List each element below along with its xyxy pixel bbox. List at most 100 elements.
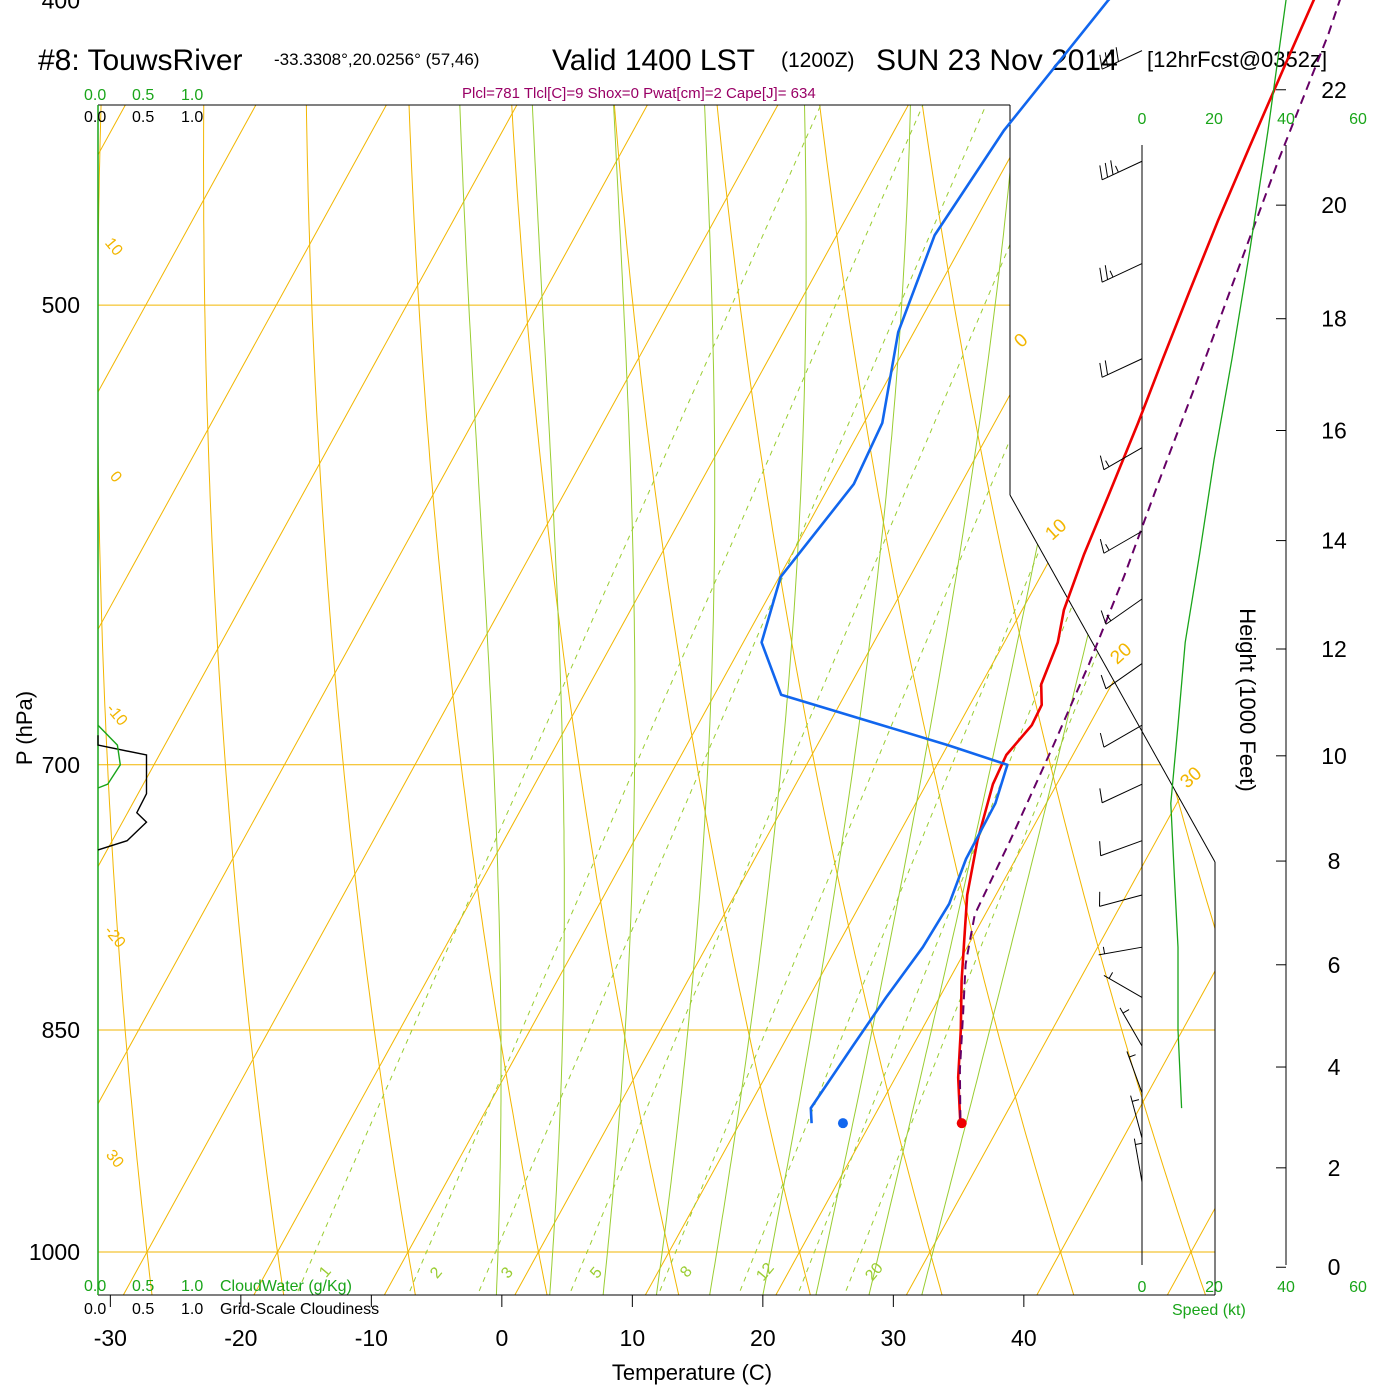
wind-speed-scale-label: 40 [1277,111,1295,128]
isotherm-line [98,105,959,1295]
height-axis-label: Height (1000 Feet) [1235,608,1260,791]
wind-barb-staff [1126,1051,1143,1093]
wind-barb-half-feather [1108,972,1114,979]
dry-adiabat-line [850,105,1215,1295]
wind-barb-feather [1099,362,1103,378]
height-tick-label: 2 [1328,1155,1341,1181]
wind-barb-feather [1099,54,1103,70]
wind-speed-profile-line [1170,0,1287,1109]
wind-barb-staff [1103,975,1143,998]
moist-adiabat-line [807,105,1037,1295]
wind-barb-feather [1099,788,1103,803]
cloudiness-scale-label: 0.5 [132,1301,154,1318]
dry-adiabat-label: -10 [103,701,131,730]
temperature-tick-label: 10 [620,1325,646,1351]
dry-adiabat-line [403,105,556,1295]
wind-speed-scale-label: 20 [1205,1279,1223,1296]
wind-speed-scale-label: 40 [1277,1279,1295,1296]
wind-barb-feather [1104,360,1109,375]
mixing-ratio-line [728,105,1215,1295]
pressure-tick-label: 500 [42,292,80,318]
dry-adiabat-line [1197,105,1215,1295]
mixing-ratio-label: 8 [677,1263,696,1281]
height-tick-label: 12 [1321,636,1347,662]
dry-adiabat-line [497,105,688,1295]
dewpoint-profile-line [760,0,1111,1124]
x-axis-label: Temperature (C) [612,1360,772,1385]
dry-adiabat-label: 10 [101,235,126,260]
wind-barb-half-feather [1132,1099,1140,1102]
isotherm-line [1016,105,1215,1295]
dry-adiabat-line [588,105,821,1295]
isotherm-label: 20 [1106,639,1136,669]
wind-barb-half-feather [1128,1054,1136,1058]
wind-barb [1100,598,1143,625]
height-tick-label: 4 [1328,1054,1341,1080]
chart-frame [97,104,1287,1296]
isotherm-line [885,105,1215,1295]
wind-speed-scale-label: 20 [1205,111,1223,128]
dry-adiabat-line [677,105,954,1295]
isotherm-line [98,105,698,1295]
dry-adiabat-line [763,105,1086,1295]
wind-barb-feather [1099,841,1102,856]
wind-barb-half-feather [1105,543,1110,551]
cloudiness-scale-label: 0.0 [84,109,106,126]
wind-barb-staff [1119,1007,1143,1047]
cloudiness-profile-line [97,735,148,851]
wind-speed-scale-label: 0 [1138,1279,1147,1296]
moist-adiabat-line [703,105,807,1295]
wind-barb [1099,530,1143,554]
dry-adiabat-line [98,105,158,1295]
isotherm-line [102,105,1215,1295]
valid-time: Valid 1400 LST [552,44,755,77]
cloudwater-scale-label: 0.0 [84,1278,106,1295]
wind-barb-feather [1099,539,1105,554]
isotherm-line [755,105,1215,1295]
isotherm-line [98,105,568,1295]
pressure-tick-label: 1000 [29,1239,80,1265]
cloudiness-scale-label: 0.0 [84,1301,106,1318]
temperature-tick-label: -10 [355,1325,388,1351]
valid-date: SUN 23 Nov 2014 [876,44,1118,77]
tick-layer: 2503004005007008501000-30-20-10010203040… [29,0,1347,1351]
wind-barb-feather [1104,162,1109,178]
wind-barb-feather [1099,732,1105,748]
wind-barb-feather [1100,674,1107,689]
isotherm-line [0,0,45,1332]
wind-speed-label: Speed (kt) [1172,1302,1246,1319]
cloudwater-scale-label: 0.0 [84,87,106,104]
wind-barb-staff [1101,263,1143,283]
cloudwater-scale-label: 1.0 [181,1278,203,1295]
cloudwater-scale-label: 0.5 [132,1278,154,1295]
cloudwater-scale-label: 0.5 [132,87,154,104]
moist-adiabat-line [595,105,636,1295]
wind-barb-feather [1100,610,1107,625]
isotherm-line [1146,105,1215,1295]
wind-barb-half-feather [1106,614,1112,622]
wind-barb [1100,663,1143,690]
wind-barb-staff [1098,946,1143,956]
wind-barb-staff [1130,1095,1143,1139]
wind-barb-staff [1103,530,1143,554]
wind-barb [1119,1007,1143,1047]
station-title: #8: TouwsRiver [38,44,243,77]
temperature-tick-label: 0 [495,1325,508,1351]
wind-barb [1133,1138,1143,1183]
isotherm-line [98,105,1090,1295]
mixing-ratio-label: 12 [753,1260,778,1285]
isotherm-label: 0 [1010,330,1032,353]
dry-adiabat-line [937,105,1215,1295]
wind-barb-half-feather [1105,460,1110,467]
height-tick-label: 16 [1321,418,1347,444]
height-tick-label: 14 [1321,528,1347,554]
cloudwater-scale-label: 1.0 [181,87,203,104]
moist-adiabat-line [452,105,502,1295]
isotherm-label: 30 [1176,763,1206,793]
wind-barb-feather [1104,52,1109,67]
pressure-tick-label: 700 [42,752,80,778]
temperature-profile-line [956,0,1316,1124]
dry-adiabat-label: -20 [101,923,129,952]
background-lines [0,0,1215,1332]
isotherm-line [98,105,176,1295]
